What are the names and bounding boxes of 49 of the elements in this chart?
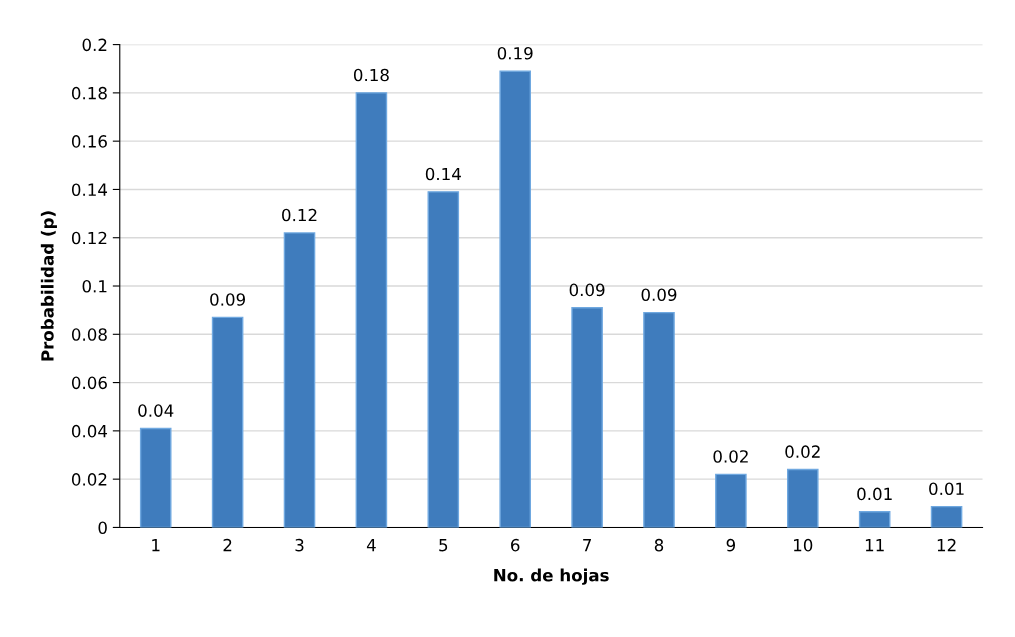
y-tick-label: 0.18	[71, 86, 107, 100]
bar	[715, 473, 747, 528]
y-tick-label: 0.14	[71, 183, 108, 197]
y-tick-label: 0.1	[82, 279, 107, 293]
y-tick-label: 0.02	[71, 473, 107, 486]
x-axis-title: No. de hojas	[494, 568, 609, 585]
x-tick-label: 7	[583, 539, 591, 552]
x-tick-label: 2	[223, 538, 232, 552]
bar	[643, 311, 675, 528]
y-tick-label: 0.08	[71, 328, 107, 341]
x-tick-label: 11	[865, 539, 884, 552]
data-label: 0.12	[282, 208, 317, 222]
y-axis-title: Probabilidad (p)	[40, 211, 57, 361]
x-tick-label: 10	[794, 538, 813, 552]
bar	[211, 316, 244, 528]
y-tick-label: 0.2	[82, 38, 107, 52]
bar	[786, 468, 819, 528]
bar	[283, 232, 316, 528]
x-tick-label: 5	[439, 539, 448, 552]
bar	[427, 191, 460, 528]
bar	[571, 307, 603, 528]
x-tick-label: 12	[937, 538, 956, 552]
bar	[499, 70, 531, 528]
data-label: 0.09	[210, 293, 245, 306]
data-label: 0.18	[353, 68, 389, 82]
data-label: 0.19	[497, 46, 533, 60]
data-label: 0.02	[713, 450, 748, 463]
y-tick-label: 0.04	[71, 424, 108, 438]
bar	[355, 92, 388, 528]
data-label: 0.02	[785, 445, 820, 458]
y-tick-label: 0.06	[71, 376, 107, 390]
x-tick-label: 9	[726, 538, 736, 552]
bar	[930, 505, 963, 528]
data-label: 0.09	[641, 288, 677, 302]
data-label: 0.14	[425, 167, 461, 181]
data-label: 0.04	[138, 404, 174, 417]
x-tick-label: 6	[511, 538, 520, 552]
y-tick-label: 0.12	[71, 231, 107, 245]
bar	[858, 511, 891, 528]
y-tick-label: 0.16	[71, 135, 107, 148]
x-tick-label: 8	[654, 538, 664, 552]
y-tick-label: 0	[98, 521, 107, 535]
bar	[139, 427, 172, 528]
x-tick-label: 3	[295, 538, 304, 552]
data-label: 0.01	[857, 487, 892, 501]
x-tick-label: 1	[152, 539, 160, 552]
x-tick-label: 4	[366, 539, 376, 552]
data-label: 0.01	[929, 482, 964, 496]
data-label: 0.09	[569, 283, 605, 297]
